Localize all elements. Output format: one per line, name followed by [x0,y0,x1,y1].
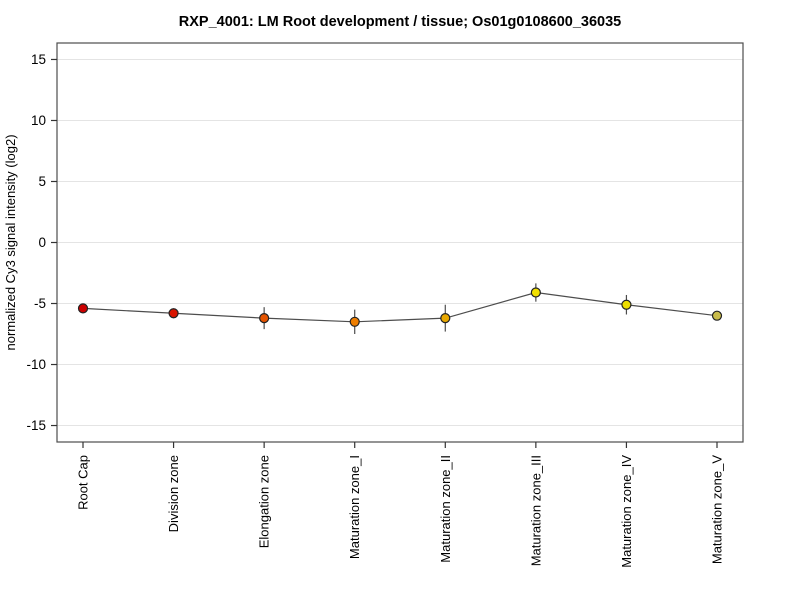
series-line [82,291,718,323]
x-category-label: Maturation zone_V [710,455,725,564]
data-point [440,313,451,324]
x-category-label: Root Cap [76,455,91,510]
x-category-label: Maturation zone_IV [619,455,634,568]
y-tick-label: 15 [31,52,46,67]
y-tick-label: 5 [38,174,46,189]
data-point [168,308,179,319]
x-category-label: Maturation zone_II [438,455,453,563]
data-point [711,310,723,321]
y-tick-label: 10 [31,113,46,128]
chart-title: RXP_4001: LM Root development / tissue; … [179,14,621,30]
x-category-label: Division zone [166,455,181,532]
y-tick-label: 0 [38,235,46,250]
data-point [77,303,89,314]
x-category-label: Maturation zone_I [347,455,362,559]
data-point [530,287,541,298]
y-axis-label: normalized Cy3 signal intensity (log2) [3,134,18,350]
data-point [349,316,360,327]
x-category-label: Maturation zone_III [528,455,543,566]
y-tick-label: -10 [26,357,46,372]
y-tick-label: -15 [26,418,46,433]
data-point [259,313,270,324]
y-tick-label: -5 [34,296,46,311]
x-category-label: Elongation zone [257,455,272,548]
data-point [621,299,632,310]
